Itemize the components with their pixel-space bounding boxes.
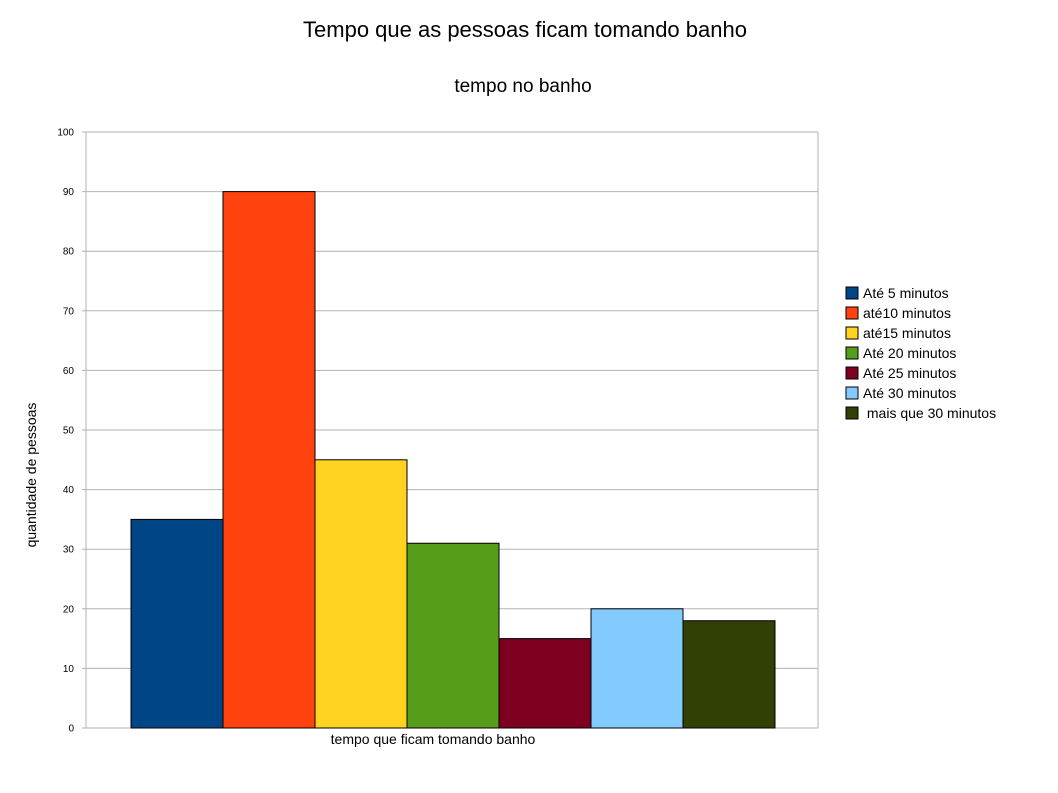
y-tick-label: 90: [63, 187, 75, 198]
legend-swatch: [845, 306, 859, 320]
bar: [222, 191, 316, 729]
legend-entry: Até 30 minutos: [845, 385, 956, 401]
bars: [130, 191, 776, 729]
legend-label: Até 30 minutos: [863, 385, 956, 401]
legend-swatch: [845, 326, 859, 340]
y-tick-label: 60: [63, 366, 75, 377]
legend-label: Até 20 minutos: [863, 345, 956, 361]
y-tick-label: 100: [57, 128, 74, 139]
legend-swatch: [845, 406, 859, 420]
bar: [314, 459, 408, 729]
legend-entry: até10 minutos: [845, 305, 951, 321]
legend-entry: Até 25 minutos: [845, 365, 956, 381]
y-tick-label: 70: [63, 306, 75, 317]
legend-entry: mais que 30 minutos: [845, 405, 996, 421]
y-axis-label: quantidade de pessoas: [23, 403, 39, 548]
y-tick-label: 80: [63, 247, 75, 258]
bar: [406, 542, 500, 729]
chart-title: Tempo que as pessoas ficam tomando banho: [303, 17, 747, 42]
y-tick-label: 0: [68, 724, 74, 735]
bar: [590, 608, 684, 729]
legend-label: até15 minutos: [863, 325, 951, 341]
bar: [682, 620, 776, 729]
legend-entry: Até 5 minutos: [845, 285, 949, 301]
legend-swatch: [845, 346, 859, 360]
y-tick-label: 10: [63, 664, 75, 675]
chart-subtitle: tempo no banho: [454, 76, 591, 97]
legend-swatch: [845, 286, 859, 300]
bar: [130, 518, 224, 729]
legend-label: mais que 30 minutos: [863, 405, 996, 421]
bar: [498, 638, 592, 729]
legend-label: até10 minutos: [863, 305, 951, 321]
x-axis-label: tempo que ficam tomando banho: [331, 731, 536, 747]
legend-swatch: [845, 366, 859, 380]
y-tick-label: 40: [63, 485, 75, 496]
legend-swatch: [845, 386, 859, 400]
legend-label: Até 5 minutos: [863, 285, 949, 301]
y-tick-label: 20: [63, 604, 75, 615]
legend-label: Até 25 minutos: [863, 365, 956, 381]
y-tick-label: 30: [63, 545, 75, 556]
legend-entry: até15 minutos: [845, 325, 951, 341]
legend-entry: Até 20 minutos: [845, 345, 956, 361]
y-axis-ticks: 0 10 20 30 40 50 60 70 80 90 100: [57, 128, 86, 735]
y-tick-label: 50: [63, 426, 75, 437]
legend: Até 5 minutos até10 minutos até15 minutos A…: [845, 285, 996, 421]
